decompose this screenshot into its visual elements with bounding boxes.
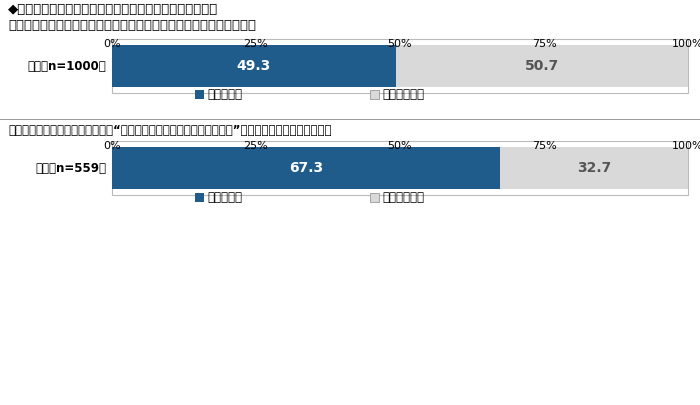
Bar	[112, 147, 500, 189]
Text: 75%: 75%	[531, 141, 556, 151]
Text: 25%: 25%	[244, 39, 268, 49]
Text: 知っていた: 知っていた	[207, 191, 242, 204]
Bar	[112, 45, 396, 87]
Text: 49.3: 49.3	[237, 59, 271, 73]
Text: 知らなかった: 知らなかった	[382, 88, 424, 101]
Text: 0%: 0%	[103, 141, 121, 151]
Text: 50%: 50%	[388, 141, 412, 151]
FancyBboxPatch shape	[112, 141, 688, 195]
Text: 知らなかった: 知らなかった	[382, 191, 424, 204]
Bar	[370, 90, 379, 99]
Bar	[195, 90, 204, 99]
Text: 32.7: 32.7	[577, 161, 611, 175]
Text: 67.3: 67.3	[289, 161, 323, 175]
Text: 100%: 100%	[672, 39, 700, 49]
Text: 全体《n=1000》: 全体《n=1000》	[27, 60, 106, 72]
Text: 50%: 50%	[388, 39, 412, 49]
Text: 知っていた: 知っていた	[207, 88, 242, 101]
Text: ◆アルコール検知器に関する認知状況　［単一回答形式］: ◆アルコール検知器に関する認知状況 ［単一回答形式］	[8, 3, 218, 16]
Bar	[396, 45, 688, 87]
FancyBboxPatch shape	[112, 39, 688, 93]
Text: 100%: 100%	[672, 141, 700, 151]
Text: ＊職場でアルコール検知器による“社用車運転者のアルコールチェック”が実施されている人がベース: ＊職場でアルコール検知器による“社用車運転者のアルコールチェック”が実施されてい…	[8, 124, 332, 137]
Text: 25%: 25%	[244, 141, 268, 151]
Bar	[195, 193, 204, 202]
Bar	[500, 147, 688, 189]
Text: 50.7: 50.7	[525, 59, 559, 73]
Text: 75%: 75%	[531, 39, 556, 49]
Text: 0%: 0%	[103, 39, 121, 49]
Text: 《精度の悪い検知器ではアルコールを誤検知する可能性があること》: 《精度の悪い検知器ではアルコールを誤検知する可能性があること》	[8, 19, 256, 32]
Bar	[370, 193, 379, 202]
Text: 全体［n=559］: 全体［n=559］	[35, 162, 106, 175]
